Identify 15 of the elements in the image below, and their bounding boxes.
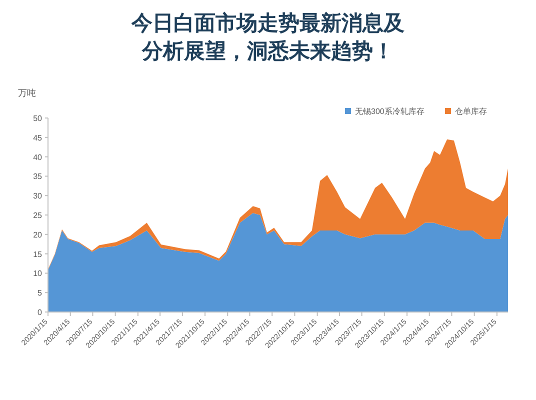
y-axis-title: 万吨 [18,88,36,98]
legend-label: 仓单库存 [455,107,487,116]
y-tick-label: 35 [33,172,43,182]
y-tick-label: 50 [33,114,43,123]
y-tick-label: 25 [33,211,43,220]
y-tick-label: 10 [33,269,43,278]
y-tick-label: 20 [33,230,43,240]
y-tick-label: 0 [38,308,43,317]
legend-label: 无锡300系冷轧库存 [355,107,424,116]
y-tick-label: 5 [38,288,43,298]
y-tick-label: 30 [33,192,43,201]
chart-title: 今日白面市场走势最新消息及分析展望，洞悉未来趋势！ [130,11,404,63]
y-tick-label: 40 [33,152,43,162]
y-tick-label: 45 [33,133,43,142]
y-tick-label: 15 [33,250,43,259]
